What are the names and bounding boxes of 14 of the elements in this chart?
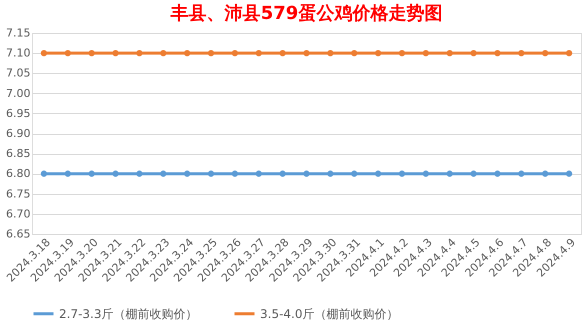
y-tick-label: 7.15 bbox=[6, 26, 30, 40]
y-tick-label: 6.90 bbox=[6, 127, 30, 140]
chart-title: 丰县、沛县579蛋公鸡价格走势图 bbox=[170, 3, 442, 24]
y-tick-label: 6.95 bbox=[6, 106, 30, 120]
y-tick-label: 6.70 bbox=[6, 207, 30, 220]
y-tick-label: 6.65 bbox=[6, 228, 30, 240]
legend-label: 2.7-3.3斤（棚前收购价） bbox=[59, 306, 198, 321]
y-tick-label: 7.00 bbox=[6, 86, 30, 100]
y-tick-label: 6.75 bbox=[6, 187, 30, 200]
y-tick-label: 6.80 bbox=[6, 167, 30, 180]
y-tick-label: 6.85 bbox=[6, 147, 30, 160]
y-tick-label: 7.05 bbox=[6, 66, 30, 80]
y-tick-label: 7.10 bbox=[6, 46, 30, 60]
legend-label: 3.5-4.0斤（棚前收购价） bbox=[260, 306, 398, 321]
